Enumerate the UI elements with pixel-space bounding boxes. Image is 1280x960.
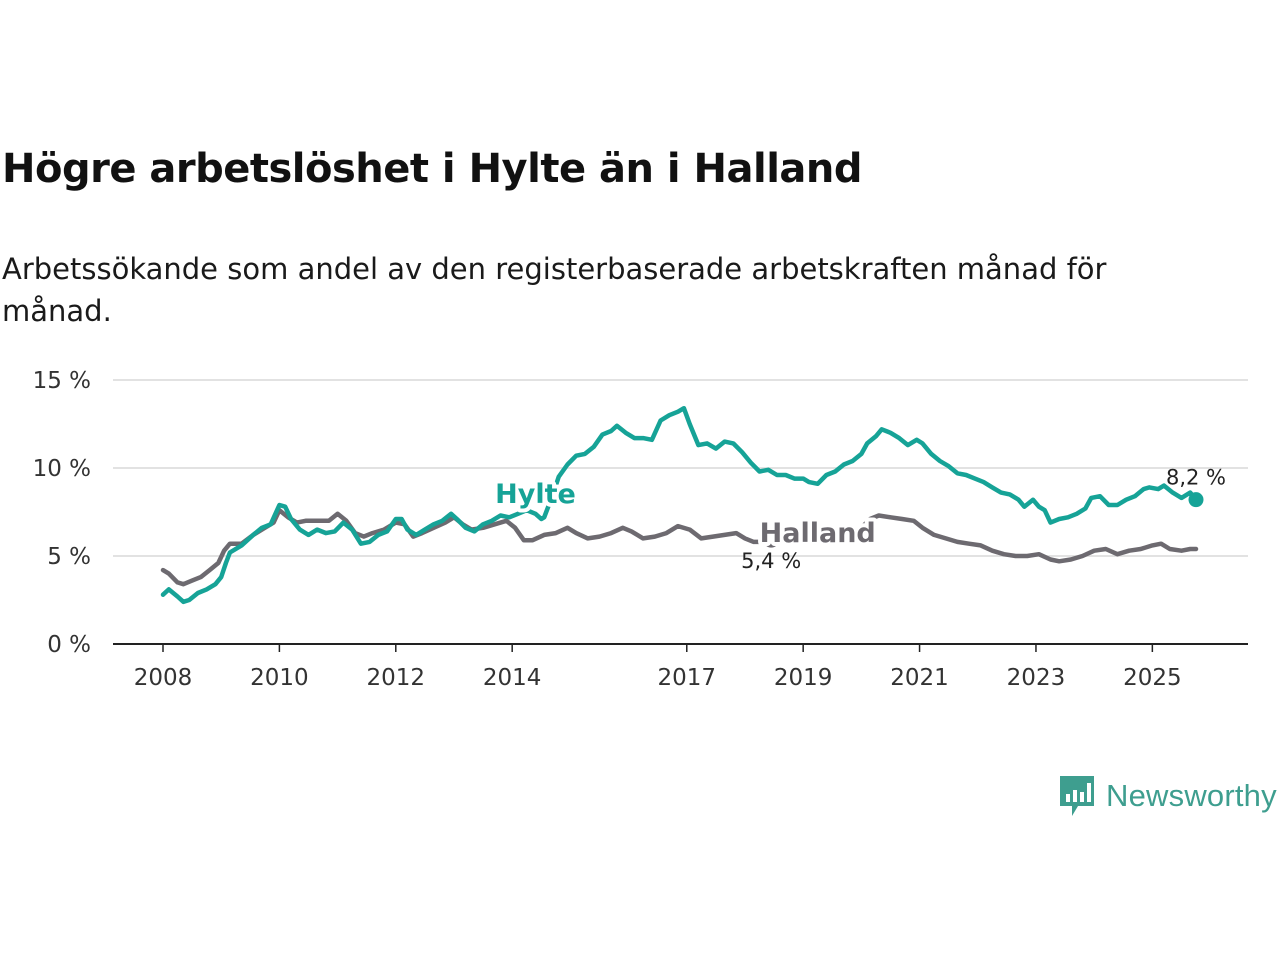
- brand-name: Newsworthy: [1106, 778, 1277, 813]
- x-tick-label: 2023: [1007, 665, 1066, 691]
- series-line-halland: [859, 513, 1199, 564]
- series-label-halo: Hylte: [495, 479, 576, 510]
- series-label-hylte: Hylte: [495, 479, 576, 510]
- x-tick-label: 2014: [483, 665, 542, 691]
- x-tick-label: 2010: [250, 665, 309, 691]
- y-tick-label: 0 %: [47, 632, 91, 658]
- y-tick-label: 15 %: [33, 368, 91, 394]
- x-tick-label: 2019: [774, 665, 833, 691]
- x-tick-label: 2008: [134, 665, 193, 691]
- y-tick-label: 5 %: [47, 544, 91, 570]
- series-label-halland: Halland: [760, 518, 876, 549]
- x-tick-label: 2025: [1123, 665, 1182, 691]
- x-tick-label: 2021: [890, 665, 949, 691]
- series-line-hylte: [160, 405, 1199, 605]
- end-label-hylte: 8,2 %: [1166, 466, 1226, 490]
- bar-chart-speech-bubble-icon: [1060, 776, 1094, 816]
- end-point-hylte: [1188, 492, 1204, 508]
- chart-title: Högre arbetslöshet i Hylte än i Halland: [2, 146, 863, 192]
- x-tick-label: 2012: [367, 665, 426, 691]
- x-tick-label: 2017: [658, 665, 717, 691]
- brand-logo[interactable]: Newsworthy: [1058, 774, 1277, 818]
- chart-subtitle: Arbetssökande som andel av den registerb…: [2, 252, 1107, 328]
- series-label-halo: Halland: [760, 518, 876, 549]
- series-line-halland: [160, 507, 774, 587]
- y-tick-label: 10 %: [33, 456, 91, 482]
- end-point-halland: [763, 532, 779, 548]
- end-label-halland: 5,4 %: [741, 549, 801, 573]
